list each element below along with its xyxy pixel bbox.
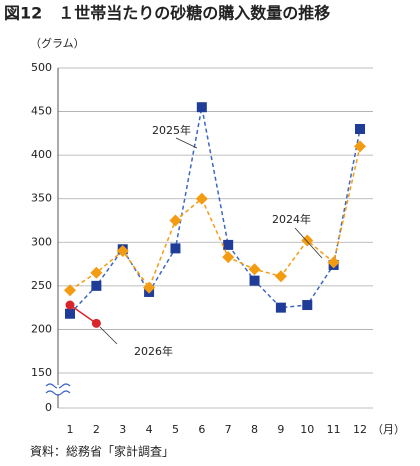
x-tick-label: 5 [172, 423, 179, 436]
y-tick-label: 300 [31, 235, 52, 248]
series-label: 2026年 [134, 344, 173, 358]
marker [91, 318, 101, 328]
axis-break [45, 390, 71, 396]
marker [90, 266, 103, 279]
leader-line [175, 137, 198, 149]
marker [302, 300, 313, 311]
x-tick-label: 4 [146, 423, 153, 436]
x-tick-label: 8 [251, 423, 258, 436]
y-tick-label: 350 [31, 192, 52, 205]
marker [169, 214, 182, 227]
y-unit: （グラム） [30, 36, 85, 50]
y-tick-label: 450 [31, 105, 52, 118]
leader-line [294, 227, 323, 259]
marker [354, 140, 366, 153]
x-unit: （月） [372, 423, 405, 436]
marker [275, 302, 286, 313]
marker [64, 284, 76, 297]
y-tick-label: 0 [45, 401, 52, 414]
marker [170, 243, 181, 254]
marker [195, 192, 208, 205]
x-tick-label: 7 [225, 423, 232, 436]
marker [222, 251, 235, 264]
chart-title: 図12 １世帯当たりの砂糖の購入数量の推移 [4, 4, 330, 23]
marker [116, 245, 129, 257]
marker [327, 256, 340, 269]
marker [65, 300, 75, 310]
y-tick-label: 250 [31, 279, 52, 292]
x-tick-label: 9 [277, 423, 284, 436]
axis-break-gap [57, 385, 59, 394]
marker [274, 270, 287, 283]
y-tick-label: 400 [31, 148, 52, 161]
marker [355, 124, 365, 134]
marker [65, 308, 75, 319]
marker [248, 263, 261, 276]
y-tick-label: 150 [31, 366, 52, 379]
y-tick-label: 500 [31, 61, 52, 74]
y-tick-label: 200 [31, 322, 52, 335]
marker [196, 102, 207, 113]
x-tick-label: 12 [353, 423, 367, 436]
marker [223, 239, 234, 250]
series-line [69, 107, 361, 315]
x-tick-label: 6 [198, 423, 205, 436]
x-tick-label: 10 [300, 423, 314, 436]
marker [301, 234, 314, 247]
marker [143, 281, 156, 294]
series-label: 2024年 [272, 212, 311, 226]
series-label: 2025年 [152, 123, 191, 137]
series-line [69, 304, 97, 324]
x-tick-label: 3 [119, 423, 126, 436]
source: 資料：総務省「家計調査」 [30, 444, 174, 459]
x-tick-label: 2 [93, 423, 100, 436]
leader-line [99, 326, 118, 345]
series-line [69, 146, 361, 291]
x-tick-label: 1 [67, 423, 74, 436]
x-tick-label: 11 [327, 423, 341, 436]
marker [249, 275, 260, 286]
marker [91, 280, 102, 291]
